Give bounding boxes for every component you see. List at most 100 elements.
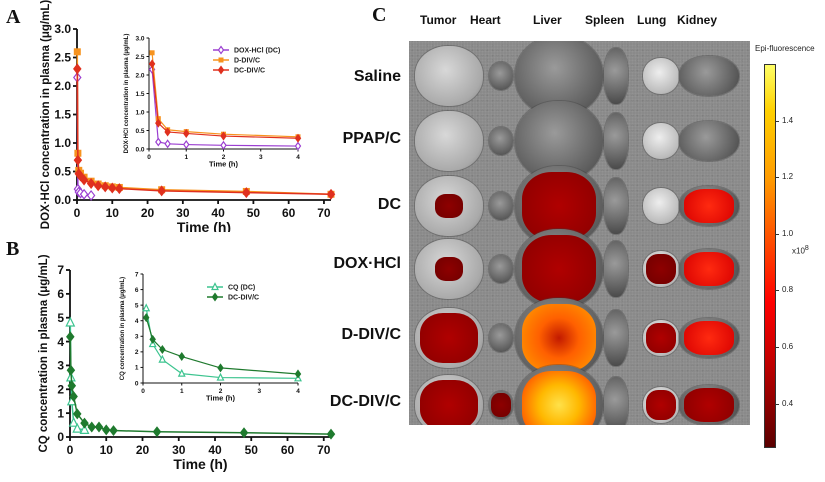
y-tick-label: 5 [57, 311, 64, 325]
x-axis-label: Time (h) [177, 219, 231, 232]
x-tick-label: 70 [317, 206, 331, 220]
x-tick-label: 20 [136, 443, 150, 457]
x-tick-label: 40 [211, 206, 225, 220]
panel-label-b: B [6, 238, 20, 260]
y-tick-label: 0.5 [135, 128, 144, 135]
data-point [94, 421, 104, 433]
legend-label: D-DIV/C [234, 58, 260, 65]
x-tick-label: 0 [147, 154, 151, 161]
data-point [79, 188, 89, 200]
organ-heart [489, 192, 513, 220]
y-tick-label: 4 [135, 318, 139, 325]
y-tick-label: 0 [57, 430, 64, 444]
data-point [73, 48, 81, 56]
organ-kidney [679, 249, 739, 289]
data-point [326, 428, 336, 440]
data-point [220, 131, 227, 141]
organ-tumor [415, 176, 483, 236]
panel-c-ex-vivo-imaging: Tumor Heart Liver Spleen Lung Kidney Sal… [330, 0, 825, 482]
fluorescence-signal [435, 194, 463, 218]
y-tick-label: 0 [135, 380, 139, 387]
y-tick-label: 7 [135, 271, 139, 278]
data-point [148, 59, 156, 69]
organ-kidney [679, 56, 739, 96]
x-tick-label: 30 [176, 206, 190, 220]
colorbar-unit-exponent: 8 [804, 245, 809, 252]
data-point [86, 189, 96, 201]
row-label-saline: Saline [353, 68, 401, 85]
data-point [158, 354, 167, 363]
chart-b-inset: 0 1 2 3 4 5 6 7 0 1 2 3 4 Time (h) CQ concentration in… [120, 271, 302, 403]
y-tick-label: 6 [135, 287, 139, 294]
colorbar-tick [775, 403, 779, 405]
row-label-d-div-c: D-DIV/C [341, 326, 401, 343]
fluorescence-signal [683, 189, 735, 223]
data-point [294, 369, 302, 379]
fluorescence-signal [420, 312, 478, 364]
y-axis-label: CQ concentration in plasma (μg/mL) [38, 254, 50, 452]
y-axis-label: DOX·HCl concentration in plasma (μg/mL) [124, 34, 130, 154]
colorbar-tick-label: 1.2 [782, 172, 794, 182]
data-point [66, 364, 76, 376]
chart-a-inset: 0.0 0.5 1.0 1.5 2.0 2.5 3.0 0 1 2 3 4 Time (h) DOX·HC… [124, 34, 302, 169]
data-point [73, 154, 83, 166]
y-tick-label: 3.0 [54, 22, 71, 36]
series-line-dc-div-c [76, 68, 332, 196]
data-point [177, 368, 186, 377]
data-point [155, 137, 162, 147]
y-tick-label: 5 [135, 302, 139, 309]
x-tick-label: 4 [296, 154, 300, 161]
organ-heart [489, 324, 513, 352]
legend-label: DC-DIV/C [234, 68, 265, 75]
series-line-dc-div-c [151, 63, 299, 139]
y-tick-label: 1 [135, 365, 139, 372]
y-axis-label: CQ concentration in plasma (μg/mL) [120, 277, 126, 380]
column-label-liver: Liver [533, 13, 562, 27]
y-tick-label: 1.5 [54, 108, 71, 122]
colorbar-tick [775, 290, 779, 292]
legend-label: DC-DIV/C [228, 295, 259, 302]
x-tick-label: 1 [180, 388, 184, 395]
column-label-tumor: Tumor [420, 13, 457, 27]
series-line-dc-div-c [69, 336, 332, 435]
colorbar-unit: x108 [792, 245, 809, 256]
colorbar-tick [775, 233, 779, 235]
colorbar-title: Epi-fluorescence [755, 44, 815, 53]
data-point [294, 133, 302, 143]
panel-label-c: C [372, 4, 387, 26]
column-label-heart: Heart [470, 13, 501, 27]
legend-label: DOX-HCl (DC) [234, 48, 280, 55]
organ-tumor [415, 239, 483, 299]
colorbar-tick-label: 1.4 [782, 115, 794, 125]
organ-lung [643, 320, 679, 356]
y-tick-label: 0.0 [54, 193, 71, 207]
organ-tumor [415, 308, 483, 368]
x-tick-label: 3 [257, 388, 261, 395]
y-tick-label: 2.0 [135, 72, 144, 79]
fluorescence-signal [645, 253, 677, 285]
data-point [164, 127, 171, 137]
data-point [159, 344, 166, 355]
x-tick-label: 0 [141, 388, 145, 395]
x-tick-label: 0 [74, 206, 81, 220]
data-point [86, 177, 96, 189]
organ-spleen [604, 241, 628, 297]
x-axis-label: Time (h) [173, 456, 227, 472]
fluorescence-signal [522, 371, 596, 425]
organ-liver [515, 229, 603, 309]
data-point [73, 63, 82, 75]
column-label-spleen: Spleen [585, 13, 625, 27]
legend-marker [217, 65, 225, 75]
y-tick-label: 2.5 [135, 54, 144, 61]
organ-liver [515, 365, 603, 425]
organ-heart [489, 255, 513, 283]
y-tick-label: 1 [57, 406, 64, 420]
row-label-ppap-c: PPAP/C [342, 130, 401, 147]
data-point [220, 140, 227, 150]
organ-spleen [604, 113, 628, 169]
colorbar-tick [775, 120, 779, 122]
column-label-kidney: Kidney [677, 13, 718, 27]
y-tick-label: 4 [57, 335, 64, 349]
colorbar-tick-label: 0.8 [782, 285, 794, 295]
